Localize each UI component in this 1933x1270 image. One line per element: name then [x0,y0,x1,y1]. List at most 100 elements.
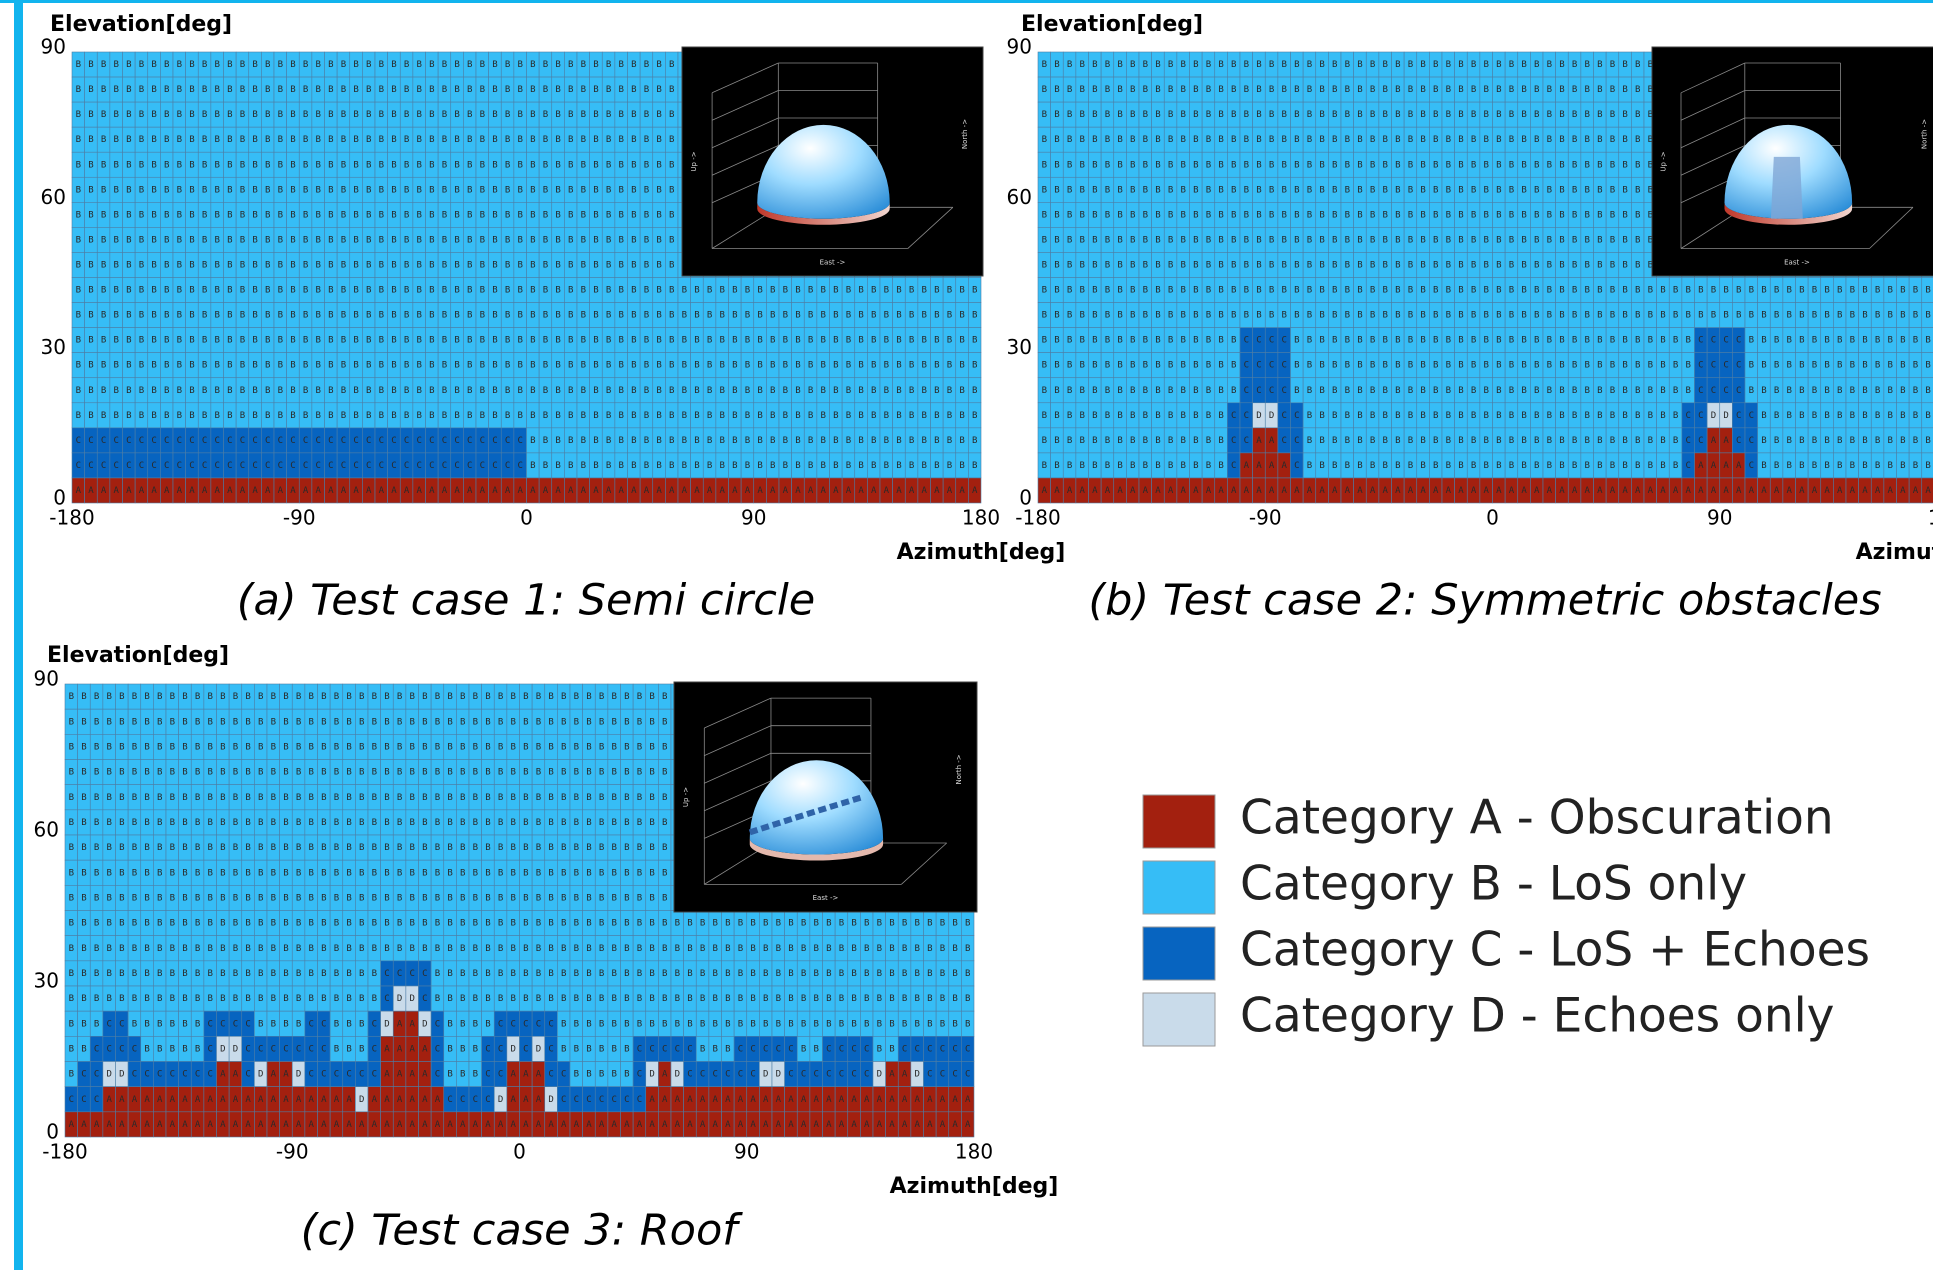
cell-letter: B [202,135,207,145]
cell-letter: B [480,135,485,145]
cell-letter: B [644,110,649,120]
cell-letter: B [1395,235,1400,245]
cell-letter: B [1420,185,1425,195]
cell-letter: B [164,411,169,421]
cell-letter: B [808,386,813,396]
cell-letter: B [1509,110,1514,120]
cell-letter: B [1446,386,1451,396]
cell-letter: C [492,461,497,471]
cell-letter: B [366,386,371,396]
cell-letter: B [1218,436,1223,446]
cell-letter: B [896,461,901,471]
cell-letter: B [101,210,106,220]
cell-letter: B [126,361,131,371]
cell-letter: B [1105,60,1110,70]
cell-letter: B [1307,110,1312,120]
cell-letter: B [1193,336,1198,346]
cell-letter: A [1711,436,1717,446]
cell-letter: B [315,386,320,396]
cell-letter: B [770,311,775,321]
cell-letter: B [1420,461,1425,471]
cell-letter: B [1408,386,1413,396]
cell-letter: C [1244,386,1249,396]
cell-letter: B [1471,311,1476,321]
cell-letter: B [404,185,409,195]
cell-letter: B [770,386,775,396]
cell-letter: B [669,361,674,371]
cell-letter: A [164,486,170,496]
cell-letter: B [833,386,838,396]
cell-letter: B [1446,185,1451,195]
cell-letter: B [151,361,156,371]
cell-letter: A [480,486,486,496]
cell-letter: B [341,110,346,120]
cell-letter: B [606,260,611,270]
cell-letter: B [593,286,598,296]
cell-letter: B [1509,235,1514,245]
cell-letter: B [454,110,459,120]
cell-letter: B [151,411,156,421]
cell-letter: B [1622,336,1627,346]
cell-letter: B [656,210,661,220]
cell-letter: B [315,361,320,371]
cell-letter: B [391,235,396,245]
cell-letter: B [1610,436,1615,446]
cell-letter: B [1433,60,1438,70]
cell-letter: B [164,336,169,346]
cell-letter: B [214,361,219,371]
cell-letter: B [1079,85,1084,95]
cell-letter: B [1281,210,1286,220]
cell-letter: B [278,311,283,321]
cell-letter: B [1610,336,1615,346]
cell-letter: B [1597,336,1602,346]
cell-letter: B [1408,336,1413,346]
cell-letter: B [858,411,863,421]
cell-letter: B [1534,110,1539,120]
cell-letter: B [1382,110,1387,120]
cell-letter: B [581,135,586,145]
cell-letter: B [1231,336,1236,346]
cell-letter: A [101,486,107,496]
cell-letter: B [177,60,182,70]
cell-letter: B [113,160,118,170]
cell-letter: B [1761,311,1766,321]
cell-letter: B [669,260,674,270]
cell-letter: A [505,486,511,496]
cell-letter: B [1925,361,1930,371]
cell-letter: C [151,461,156,471]
cell-letter: B [454,336,459,346]
cell-letter: B [871,286,876,296]
cell-letter: B [177,260,182,270]
cell-letter: B [467,60,472,70]
cell-letter: B [1193,386,1198,396]
cell-letter: B [581,110,586,120]
cell-letter: B [290,286,295,296]
cell-letter: A [833,486,839,496]
cell-letter: B [1180,135,1185,145]
cell-letter: B [303,210,308,220]
cell-letter: B [1610,135,1615,145]
cell-letter: B [1837,411,1842,421]
cell-letter: B [151,286,156,296]
cell-letter: C [416,436,421,446]
cell-letter: B [1559,311,1564,321]
cell-letter: B [555,286,560,296]
cell-letter: B [227,235,232,245]
cell-letter: B [1875,336,1880,346]
cell-letter: A [278,486,284,496]
cell-letter: B [1218,461,1223,471]
cell-letter: B [820,336,825,346]
cell-letter: B [1117,386,1122,396]
cell-letter: B [366,110,371,120]
cell-letter: A [770,486,776,496]
cell-letter: B [214,85,219,95]
cell-letter: B [290,210,295,220]
cell-letter: B [1408,411,1413,421]
cell-letter: B [1307,461,1312,471]
cell-letter: B [1180,60,1185,70]
cell-letter: B [669,235,674,245]
cell-letter: B [909,361,914,371]
cell-letter: B [1382,411,1387,421]
cell-letter: B [505,361,510,371]
cell-letter: B [656,386,661,396]
